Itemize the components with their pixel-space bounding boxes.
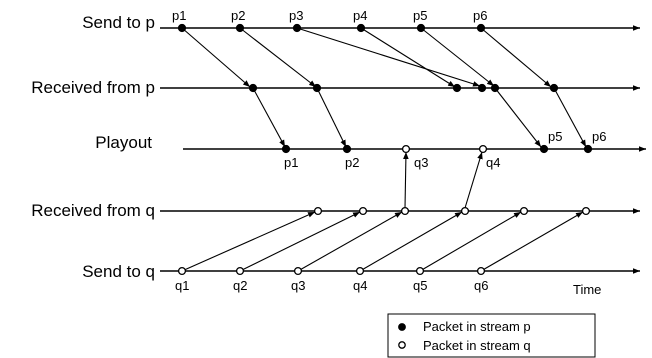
dot-p6-playout (583, 144, 593, 154)
dot-p5-received (490, 83, 500, 93)
dot-p1-received (248, 83, 258, 93)
dot-q3-playout (401, 144, 411, 154)
label-p4-sent: p4 (353, 8, 367, 23)
dot-p1-playout (281, 144, 291, 154)
arrow-p2-playout (316, 87, 347, 148)
dot-q4-received (460, 206, 470, 216)
label-p1-playout: p1 (284, 155, 298, 170)
label-q4-playout: q4 (486, 155, 500, 170)
label-p6-playout: p6 (592, 129, 606, 144)
dot-q5-sent (415, 266, 425, 276)
dot-p6-sent (476, 23, 486, 33)
dot-q5-received (519, 206, 529, 216)
arrow-p6-transit (480, 27, 552, 88)
row-label-received-q: Received from q (31, 201, 155, 220)
label-q3-sent: q3 (291, 278, 305, 293)
arrow-p5-playout (494, 87, 542, 148)
label-q2-sent: q2 (233, 278, 247, 293)
dot-q3-received (400, 206, 410, 216)
dot-p4-sent (356, 23, 366, 33)
arrow-q1-transit (181, 211, 316, 272)
arrow-p1-transit (181, 27, 251, 88)
arrow-p3-transit (296, 27, 481, 87)
dot-q4-playout (478, 144, 488, 154)
arrow-p1-playout (252, 87, 286, 148)
legend: Packet in stream p Packet in stream q (387, 313, 596, 358)
legend-label-stream-q: Packet in stream q (423, 338, 531, 353)
dot-q2-sent (235, 266, 245, 276)
dot-p5-sent (416, 23, 426, 33)
arrow-q3-transit (297, 211, 403, 272)
label-q5-sent: q5 (413, 278, 427, 293)
legend-hollow-dot (398, 341, 406, 349)
label-p5-sent: p5 (413, 8, 427, 23)
dot-p2-sent (235, 23, 245, 33)
dot-q1-received (313, 206, 323, 216)
arrow-q2-transit (239, 211, 361, 272)
dot-p3-sent (292, 23, 302, 33)
label-q3-playout: q3 (414, 155, 428, 170)
legend-filled-dot (398, 323, 406, 331)
arrow-p5-transit (420, 27, 495, 87)
dot-q6-received (581, 206, 591, 216)
arrow-p6-playout (553, 87, 587, 148)
dot-p2-playout (342, 144, 352, 154)
label-p3-sent: p3 (289, 8, 303, 23)
row-label-playout: Playout (95, 133, 152, 152)
label-p2-sent: p2 (231, 8, 245, 23)
dot-q3-sent (293, 266, 303, 276)
dot-p4-received (452, 83, 462, 93)
arrow-q3-playout (403, 151, 409, 209)
dot-q1-sent (177, 266, 187, 276)
label-q1-sent: q1 (175, 278, 189, 293)
label-p2-playout: p2 (345, 155, 359, 170)
label-p6-sent: p6 (473, 8, 487, 23)
dot-p6-received (549, 83, 559, 93)
dot-p2-received (312, 83, 322, 93)
dot-p3-received (477, 83, 487, 93)
arrow-q6-transit (480, 211, 584, 272)
row-label-send-p: Send to p (82, 13, 155, 32)
arrow-q5-transit (419, 211, 522, 272)
arrow-p2-transit (239, 27, 317, 88)
legend-label-stream-p: Packet in stream p (423, 319, 531, 334)
row-label-send-q: Send to q (82, 262, 155, 281)
label-q4-sent: q4 (353, 278, 367, 293)
time-axis-label: Time (573, 282, 601, 297)
label-p5-playout: p5 (548, 129, 562, 144)
arrow-q4-playout (464, 151, 483, 209)
label-p1-sent: p1 (172, 8, 186, 23)
arrow-q4-transit (359, 211, 463, 272)
legend-box (387, 313, 596, 358)
row-label-received-p: Received from p (31, 78, 155, 97)
dot-p1-sent (177, 23, 187, 33)
dot-q6-sent (476, 266, 486, 276)
dot-q2-received (358, 206, 368, 216)
dot-q4-sent (355, 266, 365, 276)
label-q6-sent: q6 (474, 278, 488, 293)
dot-p5-playout (539, 144, 549, 154)
arrow-p4-transit (360, 27, 456, 88)
